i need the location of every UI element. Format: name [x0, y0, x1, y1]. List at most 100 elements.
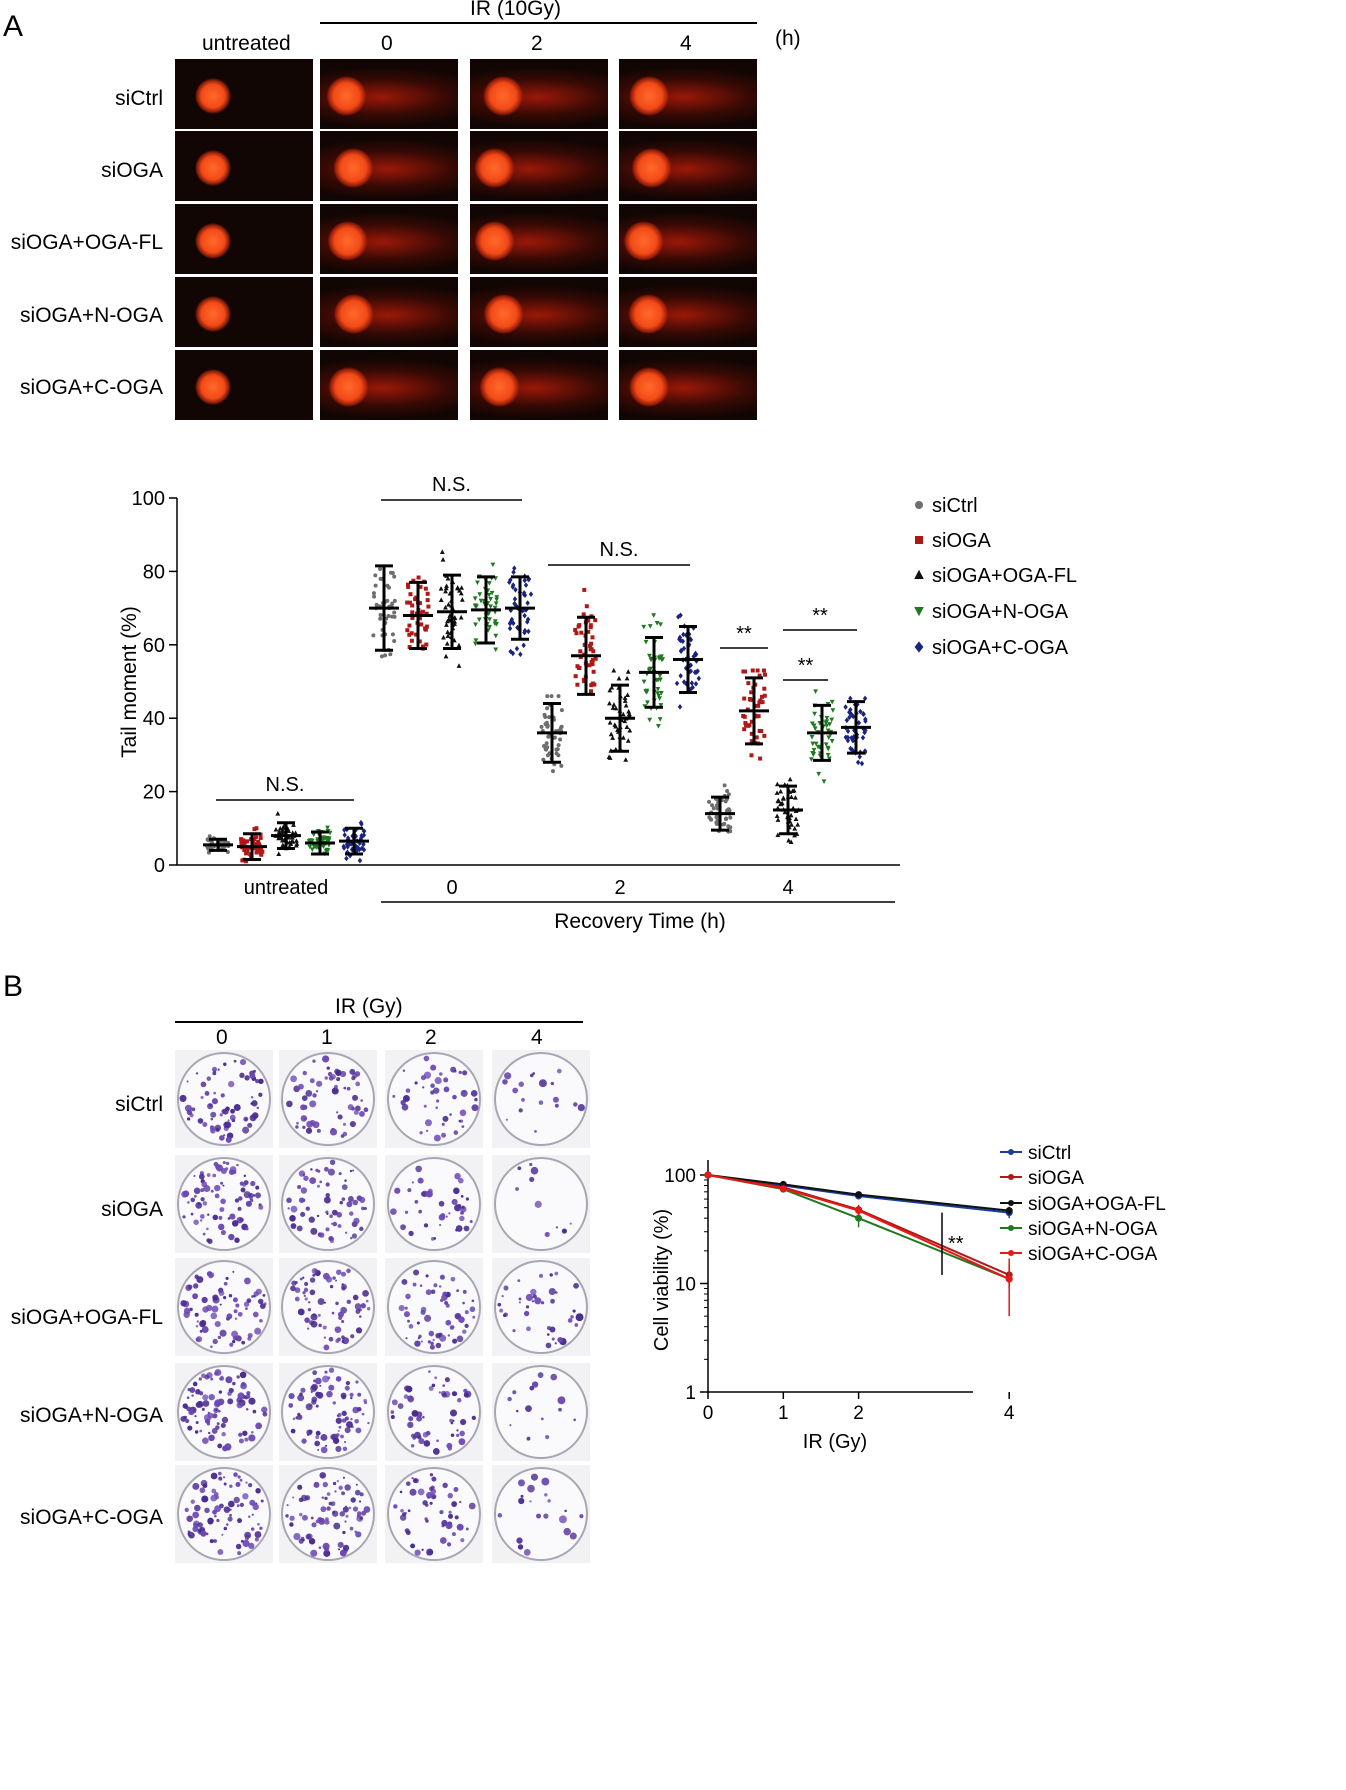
colony-dot	[527, 1484, 535, 1493]
colony-dot	[438, 1285, 442, 1288]
significance-label: N.S.	[432, 474, 471, 496]
colony-dot	[423, 1440, 431, 1447]
colony-dot	[318, 1546, 322, 1549]
colony-dot	[428, 1330, 435, 1337]
data-point	[847, 714, 852, 721]
colony-dot	[239, 1072, 245, 1079]
colony-dot	[308, 1429, 313, 1434]
colony-dot	[341, 1283, 344, 1286]
data-point	[512, 596, 518, 602]
colony-dot	[453, 1487, 459, 1492]
data-point	[425, 591, 430, 596]
data-point	[444, 622, 449, 627]
colony-dot	[349, 1068, 356, 1075]
plate-dish	[494, 1365, 588, 1459]
data-point	[810, 741, 816, 747]
data-point	[824, 719, 830, 724]
comet-image	[619, 350, 757, 420]
data-point	[361, 846, 367, 853]
colony-dot	[219, 1207, 225, 1212]
colony-dot	[423, 1223, 429, 1228]
colony-dot	[344, 1179, 347, 1182]
colony-dot	[242, 1126, 250, 1134]
data-point	[459, 597, 465, 602]
data-point	[407, 623, 412, 628]
colony-dot	[391, 1399, 398, 1406]
colony-dot	[237, 1518, 242, 1524]
colony-dot	[248, 1542, 255, 1550]
colony-dot	[339, 1200, 344, 1205]
colony-dot	[363, 1506, 371, 1513]
plate-col-label-0: 0	[216, 1026, 228, 1049]
colony-dot	[239, 1502, 245, 1508]
colony-dot	[452, 1338, 458, 1344]
comet-image	[320, 204, 458, 274]
data-point	[258, 835, 263, 840]
data-point	[589, 647, 594, 652]
colony-dot	[190, 1499, 195, 1504]
colony-dot	[462, 1301, 465, 1305]
colony-dot	[199, 1219, 203, 1222]
colony-dot	[335, 1417, 342, 1424]
colony-dot	[346, 1299, 352, 1305]
colony-dot	[463, 1392, 469, 1398]
data-point	[556, 753, 561, 758]
colony-dot	[254, 1531, 262, 1538]
colony-dot	[223, 1062, 227, 1066]
data-point	[539, 724, 544, 729]
colony-dot	[304, 1297, 308, 1301]
data-point	[643, 639, 649, 645]
colony-dot	[221, 1416, 229, 1424]
data-point	[645, 700, 650, 706]
colony-dot	[301, 1514, 308, 1521]
colony-dot	[233, 1059, 237, 1063]
viability-point	[855, 1214, 863, 1222]
data-point	[293, 830, 299, 835]
colony-dot	[451, 1501, 458, 1507]
colony-plate-image	[492, 1363, 590, 1461]
colony-dot	[424, 1119, 432, 1127]
colony-dot	[399, 1490, 403, 1494]
colony-dot	[325, 1227, 330, 1232]
panel-b-letter: B	[3, 970, 24, 1003]
colony-dot	[217, 1549, 224, 1555]
comet-row-label-sioga-c-oga: siOGA+C-OGA	[20, 376, 163, 399]
data-point	[559, 763, 564, 768]
colony-dot	[331, 1087, 339, 1095]
data-point	[579, 630, 584, 635]
colony-dot	[211, 1428, 218, 1434]
data-point	[724, 816, 729, 821]
colony-dot	[356, 1406, 362, 1412]
colony-dot	[462, 1070, 468, 1076]
data-point	[207, 834, 212, 839]
colony-dot	[212, 1338, 218, 1345]
colony-dot	[201, 1181, 208, 1188]
colony-dot	[205, 1532, 209, 1536]
colony-dot	[531, 1300, 535, 1303]
colony-dot	[327, 1168, 335, 1176]
colony-dot	[239, 1181, 244, 1186]
data-point	[656, 724, 661, 729]
data-point	[607, 687, 613, 693]
col-label-untreated: untreated	[202, 32, 291, 55]
colony-dot	[319, 1232, 325, 1238]
data-point	[688, 668, 693, 674]
data-point	[522, 577, 527, 584]
tail-y-tick-label: 0	[154, 855, 165, 877]
colony-dot	[415, 1165, 422, 1173]
data-point	[781, 796, 786, 801]
colony-plate-drawing	[387, 1260, 481, 1354]
viability-point	[779, 1185, 787, 1193]
colony-dot	[236, 1375, 240, 1379]
colony-dot	[286, 1197, 292, 1204]
colony-dot	[288, 1403, 294, 1408]
colony-dot	[322, 1481, 328, 1488]
plate-dish	[494, 1467, 588, 1561]
data-point	[424, 624, 429, 629]
colony-dot	[546, 1333, 550, 1336]
viability-series-line	[707, 1174, 1010, 1212]
colony-plate-drawing	[494, 1260, 588, 1354]
data-point	[787, 776, 793, 782]
colony-dot	[460, 1210, 464, 1215]
data-point	[862, 695, 868, 702]
